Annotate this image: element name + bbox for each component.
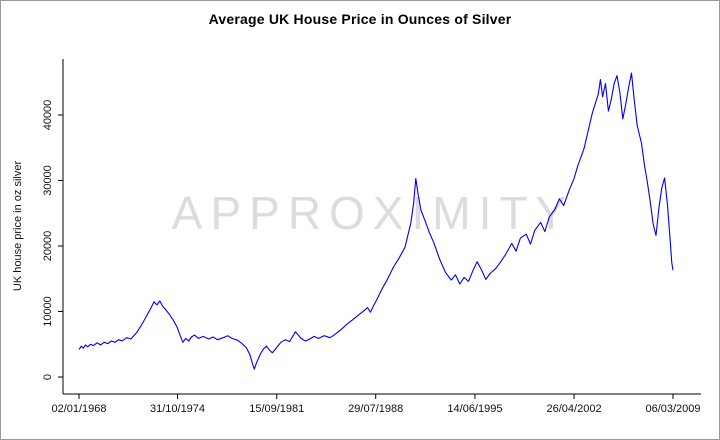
x-tick-label: 06/03/2009 bbox=[645, 403, 700, 415]
price-series-line bbox=[78, 72, 674, 370]
x-tick-label: 31/10/1974 bbox=[150, 403, 205, 415]
x-tick-label: 14/06/1995 bbox=[447, 403, 502, 415]
y-tick-label: 10000 bbox=[42, 296, 54, 327]
y-tick-label: 40000 bbox=[42, 100, 54, 131]
chart-title: Average UK House Price in Ounces of Silv… bbox=[208, 11, 512, 27]
y-tick-label: 30000 bbox=[42, 165, 54, 196]
y-tick-label: 0 bbox=[42, 374, 54, 380]
x-tick-label: 26/04/2002 bbox=[547, 403, 602, 415]
x-tick-label: 02/01/1968 bbox=[51, 403, 106, 415]
y-axis-title: UK house price in oz silver bbox=[12, 161, 24, 292]
x-tick-label: 15/09/1981 bbox=[249, 403, 304, 415]
x-tick-label: 29/07/1988 bbox=[348, 403, 403, 415]
y-tick-label: 20000 bbox=[42, 231, 54, 262]
watermark-text: APPROXIMITY bbox=[172, 187, 574, 239]
